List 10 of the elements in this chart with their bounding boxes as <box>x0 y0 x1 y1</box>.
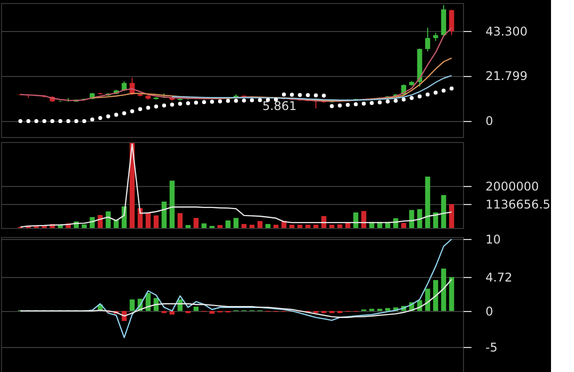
y-tick-label: 4.72 <box>486 270 512 285</box>
y-tick-label: 10 <box>486 232 501 247</box>
annotation: 5.861 <box>262 99 297 114</box>
y-tick-label: 21.799 <box>486 69 528 84</box>
y-tick-label: 1136656.5 <box>486 198 550 212</box>
y-tick-label: 2000000 <box>486 180 539 194</box>
y-tick-label: 0 <box>486 304 494 318</box>
y-tick-label: -5 <box>486 340 498 354</box>
y-tick-label: 0 <box>486 114 494 128</box>
y-tick-label: 43.300 <box>486 24 528 39</box>
